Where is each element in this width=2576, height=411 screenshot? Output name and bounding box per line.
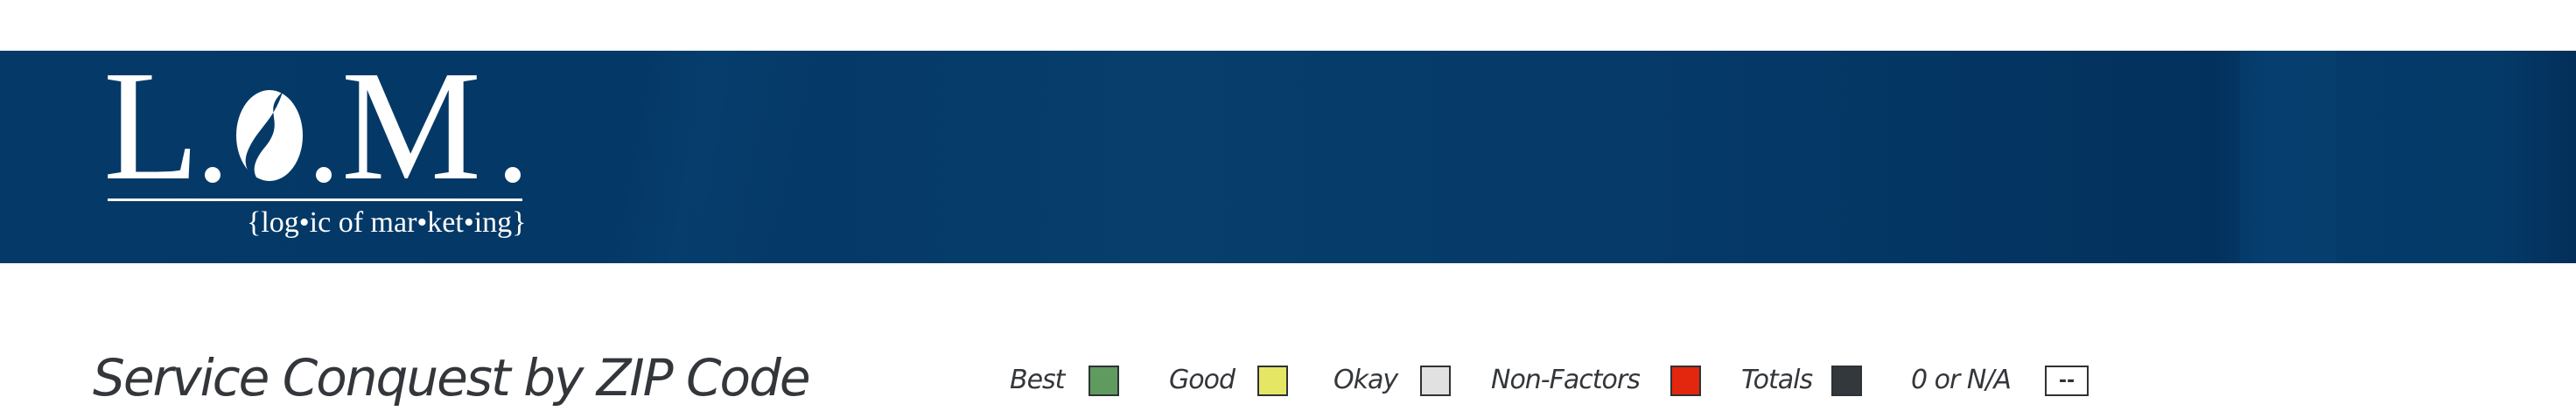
legend-item-okay: Okay xyxy=(1334,365,1398,396)
logo-tagline: {log•ic of mar•ket•ing} xyxy=(247,206,527,239)
legend-swatch-best xyxy=(1088,366,1119,396)
legend-item-totals: Totals xyxy=(1741,365,1813,396)
header-banner: L M {log•ic of mar•ket•ing} xyxy=(0,51,2576,263)
legend-swatch-na: -- xyxy=(2045,366,2089,396)
banner-decoration xyxy=(0,51,875,263)
legend-label: Best xyxy=(1010,365,1065,395)
legend-label: 0 or N/A xyxy=(1911,365,2012,395)
legend-label: Totals xyxy=(1741,365,1813,395)
banner-decoration xyxy=(2240,51,2336,263)
legend-item-good: Good xyxy=(1169,365,1236,396)
legend-swatch-non-factors xyxy=(1670,366,1701,396)
legend-label: Okay xyxy=(1334,365,1398,395)
legend-item-non-factors: Non-Factors xyxy=(1491,365,1641,396)
page-title: Service Conquest by ZIP Code xyxy=(93,348,811,408)
svg-text:L: L xyxy=(103,68,200,199)
legend-swatch-okay xyxy=(1420,366,1451,396)
legend-swatch-good xyxy=(1257,366,1288,396)
legend-item-na: 0 or N/A xyxy=(1911,365,2012,396)
legend-item-best: Best xyxy=(1010,365,1065,396)
svg-text:M: M xyxy=(341,68,481,199)
legend-label: Good xyxy=(1169,365,1236,395)
lom-logo[interactable]: L M {log•ic of mar•ket•ing} xyxy=(0,51,612,263)
legend-swatch-totals xyxy=(1831,366,1862,396)
logo-divider xyxy=(108,199,522,201)
logo-letters: L M xyxy=(103,51,523,212)
logo-mark-icon: L M xyxy=(103,51,521,212)
legend-label: Non-Factors xyxy=(1491,365,1641,395)
